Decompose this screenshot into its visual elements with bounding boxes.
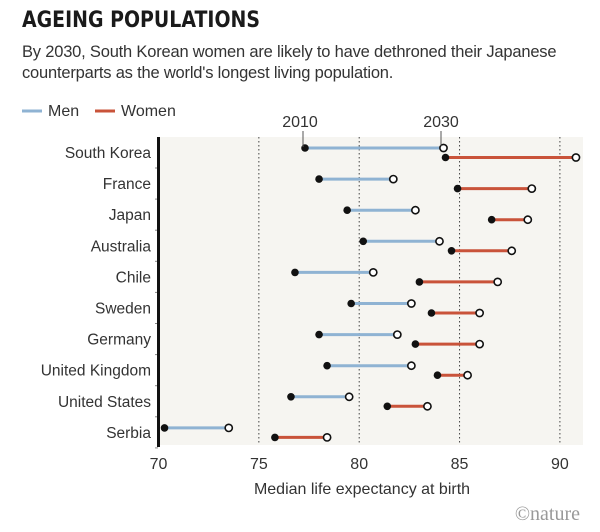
men-2010-point [359, 237, 368, 246]
x-tick-label: 75 [250, 456, 268, 473]
x-tick-label: 85 [451, 456, 469, 473]
x-tick-label: 70 [150, 456, 168, 473]
category-label: Sweden [95, 301, 151, 318]
men-2010-point [347, 299, 355, 308]
women-2030-point [463, 370, 472, 380]
chart-title: AGEING POPULATIONS [22, 8, 260, 33]
men-2010-point [160, 424, 169, 432]
men-2010-point [301, 144, 309, 152]
chart-subtitle: By 2030, South Korean women are likely t… [22, 43, 557, 82]
plot-background [158, 137, 583, 445]
women-2010-point [453, 184, 462, 193]
legend-men-label: Men [48, 103, 79, 120]
women-2030-point [523, 215, 533, 225]
men-2010-point [291, 268, 299, 277]
women-2030-point [571, 153, 581, 162]
marker-label-2010: 2010 [282, 114, 318, 131]
women-2030-point [423, 401, 432, 411]
women-2030-point [475, 308, 485, 318]
men-2030-point [388, 174, 398, 184]
men-2030-point [406, 299, 416, 308]
category-label: South Korea [65, 145, 152, 162]
women-2010-point [441, 153, 450, 162]
men-2030-point [392, 330, 402, 339]
men-2030-point [344, 392, 354, 402]
women-2030-point [493, 277, 503, 287]
women-2030-point [322, 432, 332, 442]
women-2010-point [433, 371, 442, 380]
category-label: Australia [91, 238, 152, 255]
women-2010-point [271, 433, 279, 442]
women-2010-point [383, 402, 392, 411]
men-2010-point [343, 206, 351, 214]
category-label: United Kingdom [41, 363, 151, 380]
men-2010-point [323, 361, 331, 370]
category-label: Germany [87, 332, 151, 349]
men-2010-point [315, 175, 323, 183]
category-label: United States [58, 394, 151, 411]
women-2010-point [415, 278, 424, 286]
women-2010-point [447, 247, 456, 255]
x-tick-label: 90 [551, 456, 569, 473]
men-2030-point [439, 143, 448, 153]
men-2010-point [315, 330, 323, 339]
women-2030-point [527, 184, 537, 193]
women-2010-point [487, 215, 496, 224]
women-2030-point [507, 246, 517, 256]
x-axis-label: Median life expectancy at birth [254, 481, 470, 498]
men-2030-point [410, 205, 420, 215]
category-label: Chile [116, 269, 151, 286]
legend-women-label: Women [121, 103, 176, 120]
marker-label-2030: 2030 [423, 114, 459, 131]
men-2030-point [224, 423, 234, 433]
x-tick-label: 80 [350, 456, 368, 473]
men-2030-point [406, 361, 416, 371]
nature-logo: ©nature [515, 503, 580, 525]
category-label: France [103, 176, 151, 193]
men-2030-point [435, 236, 444, 246]
category-label: Japan [109, 207, 151, 224]
category-label: Serbia [106, 425, 151, 442]
women-2010-point [427, 309, 436, 317]
men-2010-point [287, 393, 295, 401]
men-2030-point [368, 267, 378, 277]
women-2030-point [475, 339, 485, 349]
women-2010-point [411, 340, 420, 348]
